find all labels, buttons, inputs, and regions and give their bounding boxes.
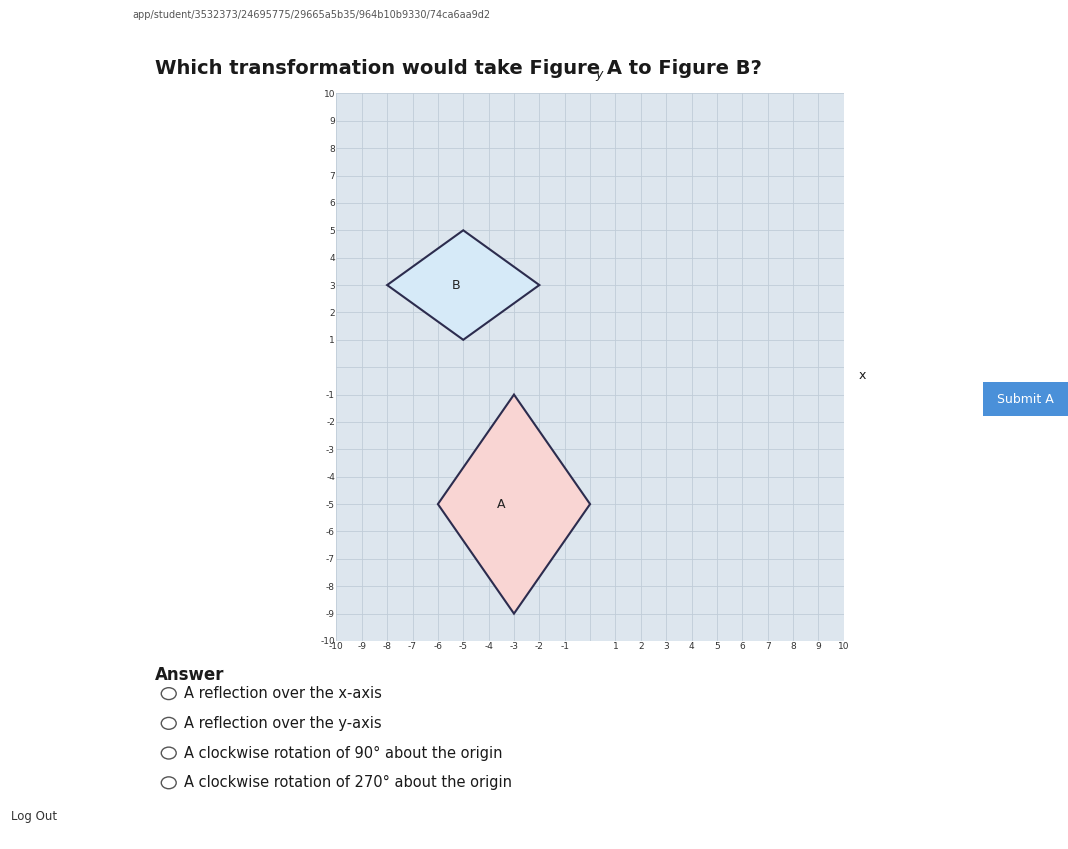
Text: B: B	[452, 278, 460, 291]
Text: x: x	[859, 369, 866, 382]
Text: Log Out: Log Out	[11, 810, 57, 824]
Polygon shape	[438, 395, 591, 614]
Text: y: y	[595, 68, 602, 81]
Text: Which transformation would take Figure A to Figure B?: Which transformation would take Figure A…	[155, 59, 761, 78]
Text: A clockwise rotation of 270° about the origin: A clockwise rotation of 270° about the o…	[184, 775, 512, 790]
Text: A clockwise rotation of 90° about the origin: A clockwise rotation of 90° about the or…	[184, 745, 502, 761]
Text: Submit A: Submit A	[996, 392, 1054, 406]
Text: A reflection over the x-axis: A reflection over the x-axis	[184, 686, 381, 701]
Text: app/student/3532373/24695775/29665a5b35/964b10b9330/74ca6aa9d2: app/student/3532373/24695775/29665a5b35/…	[132, 10, 490, 20]
Text: Answer: Answer	[155, 666, 224, 684]
Text: A reflection over the y-axis: A reflection over the y-axis	[184, 716, 381, 731]
Text: A: A	[497, 498, 505, 510]
Polygon shape	[388, 230, 539, 340]
